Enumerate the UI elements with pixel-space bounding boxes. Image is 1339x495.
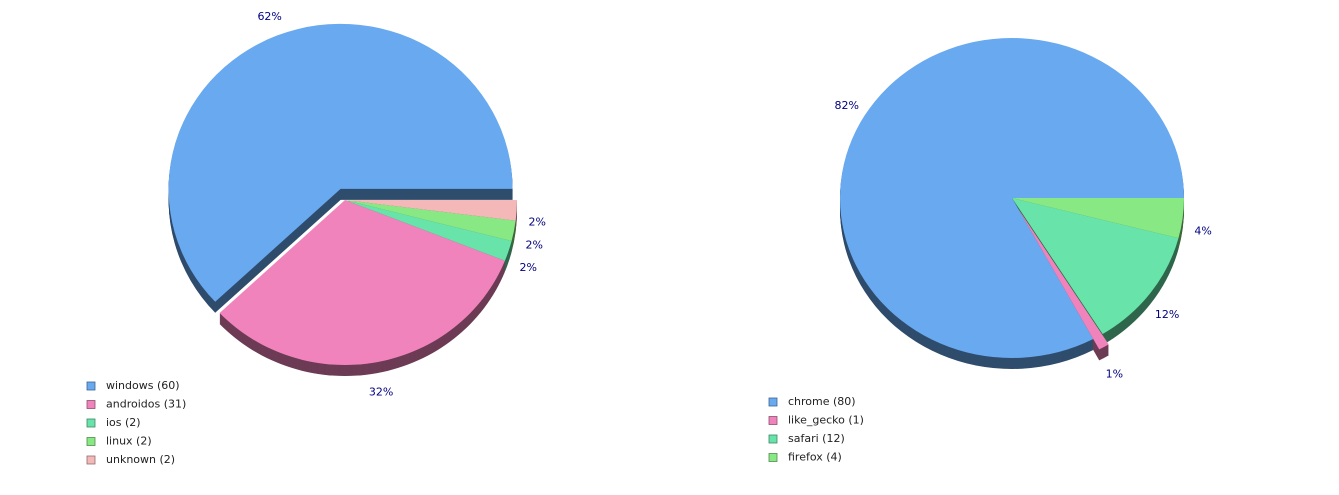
legend-label: androidos (31) — [106, 398, 186, 411]
legend-swatch — [768, 397, 778, 407]
legend-label: windows (60) — [106, 379, 180, 392]
legend-label: chrome (80) — [788, 395, 856, 408]
legend-label: firefox (4) — [788, 451, 842, 464]
legend-label: like_gecko (1) — [788, 414, 864, 427]
slice — [219, 200, 505, 366]
legend-swatch — [86, 381, 96, 391]
slice — [840, 38, 1184, 359]
value-label: 4% — [1194, 225, 1211, 238]
slice — [345, 200, 516, 242]
legend-swatch — [86, 437, 96, 446]
legend-label: unknown (2) — [106, 453, 175, 466]
value-label: 2% — [519, 261, 536, 274]
slice — [1018, 208, 1109, 350]
legend-swatch — [86, 418, 96, 428]
legend-swatch — [86, 455, 96, 465]
slice — [1012, 198, 1184, 239]
slice — [345, 200, 512, 261]
legend-swatch — [86, 400, 96, 409]
value-label: 32% — [369, 386, 393, 399]
value-label: 2% — [526, 239, 543, 252]
legend-label: ios (2) — [106, 416, 141, 429]
legend-label: safari (12) — [788, 432, 845, 445]
value-label: 82% — [834, 99, 858, 112]
slice — [345, 200, 517, 221]
legend-swatch — [768, 434, 778, 444]
value-label: 12% — [1155, 308, 1179, 321]
value-label: 1% — [1106, 368, 1123, 381]
legend-swatch — [768, 416, 778, 425]
value-label: 2% — [529, 216, 546, 229]
slice — [1012, 198, 1179, 334]
legend-label: linux (2) — [106, 435, 152, 448]
value-label: 62% — [257, 10, 281, 23]
legend-swatch — [768, 453, 778, 462]
slice — [168, 23, 513, 302]
